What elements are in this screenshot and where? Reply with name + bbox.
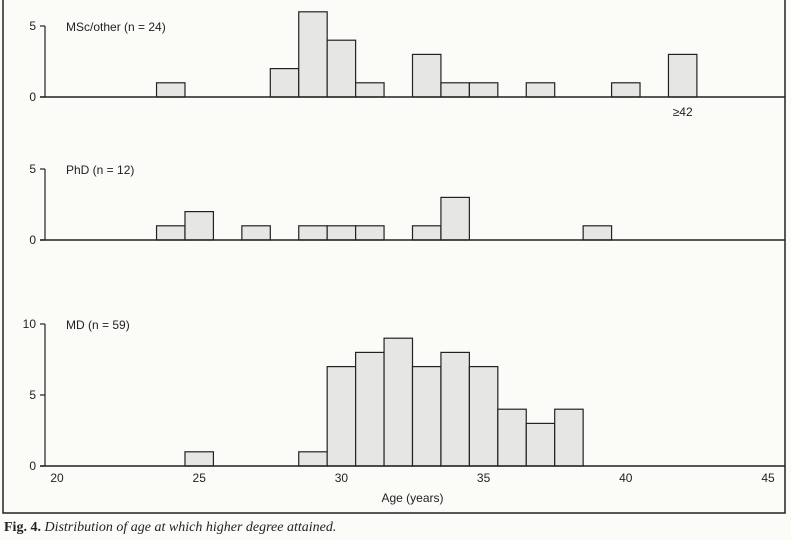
- bar-1-age-30: [326, 39, 357, 98]
- bar-1-age-42: [667, 53, 698, 98]
- y-tick-label-1-0: 0: [29, 90, 36, 104]
- y-tick-label-3-10: 10: [23, 317, 37, 331]
- annotation-ge42: ≥42: [673, 105, 693, 119]
- bar-2-age-33: [411, 225, 442, 241]
- panel-title-2: PhD (n = 12): [66, 163, 134, 177]
- bar-1-age-33: [411, 53, 442, 98]
- bar-3-age-31: [355, 351, 385, 467]
- bar-3-age-29: [298, 451, 328, 467]
- bar-1-age-31: [355, 82, 385, 98]
- bar-3-age-30: [326, 366, 357, 467]
- bar-3-age-37: [525, 422, 556, 467]
- y-tick-label-1-5: 5: [29, 19, 36, 33]
- x-tick-label-20: 20: [50, 471, 64, 485]
- panel-title-3: MD (n = 59): [66, 318, 130, 332]
- bar-1-age-29: [298, 11, 328, 98]
- bar-1-age-40: [610, 82, 641, 98]
- caption-label: Fig. 4.: [4, 520, 41, 535]
- bar-3-age-33: [411, 366, 442, 467]
- x-tick-label-30: 30: [335, 471, 349, 485]
- bar-3-age-36: [497, 408, 527, 467]
- bar-3-age-38: [554, 408, 584, 467]
- bar-2-age-39: [582, 225, 613, 241]
- bar-2-age-27: [241, 225, 271, 241]
- y-tick-label-2-5: 5: [29, 162, 36, 176]
- bar-1-age-35: [468, 82, 499, 98]
- x-tick-label-45: 45: [761, 471, 775, 485]
- x-tick-label-40: 40: [619, 471, 633, 485]
- x-tick-label-35: 35: [477, 471, 491, 485]
- x-axis-label: Age (years): [381, 491, 443, 505]
- panel-title-1: MSc/other (n = 24): [66, 20, 166, 34]
- caption-text: Distribution of age at which higher degr…: [44, 520, 337, 535]
- figure-frame: [2, 0, 786, 514]
- y-tick-label-2-0: 0: [29, 233, 36, 247]
- y-tick-label-3-0: 0: [29, 459, 36, 473]
- bar-2-age-24: [155, 225, 186, 241]
- bar-1-age-28: [269, 67, 300, 98]
- bar-2-age-30: [326, 225, 357, 241]
- figure-caption: Fig. 4. Distribution of age at which hig…: [4, 520, 336, 536]
- bar-3-age-35: [468, 366, 499, 467]
- bar-3-age-34: [440, 351, 470, 467]
- bar-1-age-24: [155, 82, 186, 98]
- bar-2-age-31: [355, 225, 385, 241]
- bar-1-age-37: [525, 82, 556, 98]
- bar-2-age-29: [298, 225, 328, 241]
- y-tick-label-3-5: 5: [29, 388, 36, 402]
- bar-3-age-32: [383, 337, 414, 467]
- bar-2-age-34: [440, 196, 470, 241]
- bar-1-age-34: [440, 82, 470, 98]
- bar-3-age-25: [184, 451, 215, 467]
- bar-2-age-25: [184, 211, 215, 241]
- x-tick-label-25: 25: [193, 471, 207, 485]
